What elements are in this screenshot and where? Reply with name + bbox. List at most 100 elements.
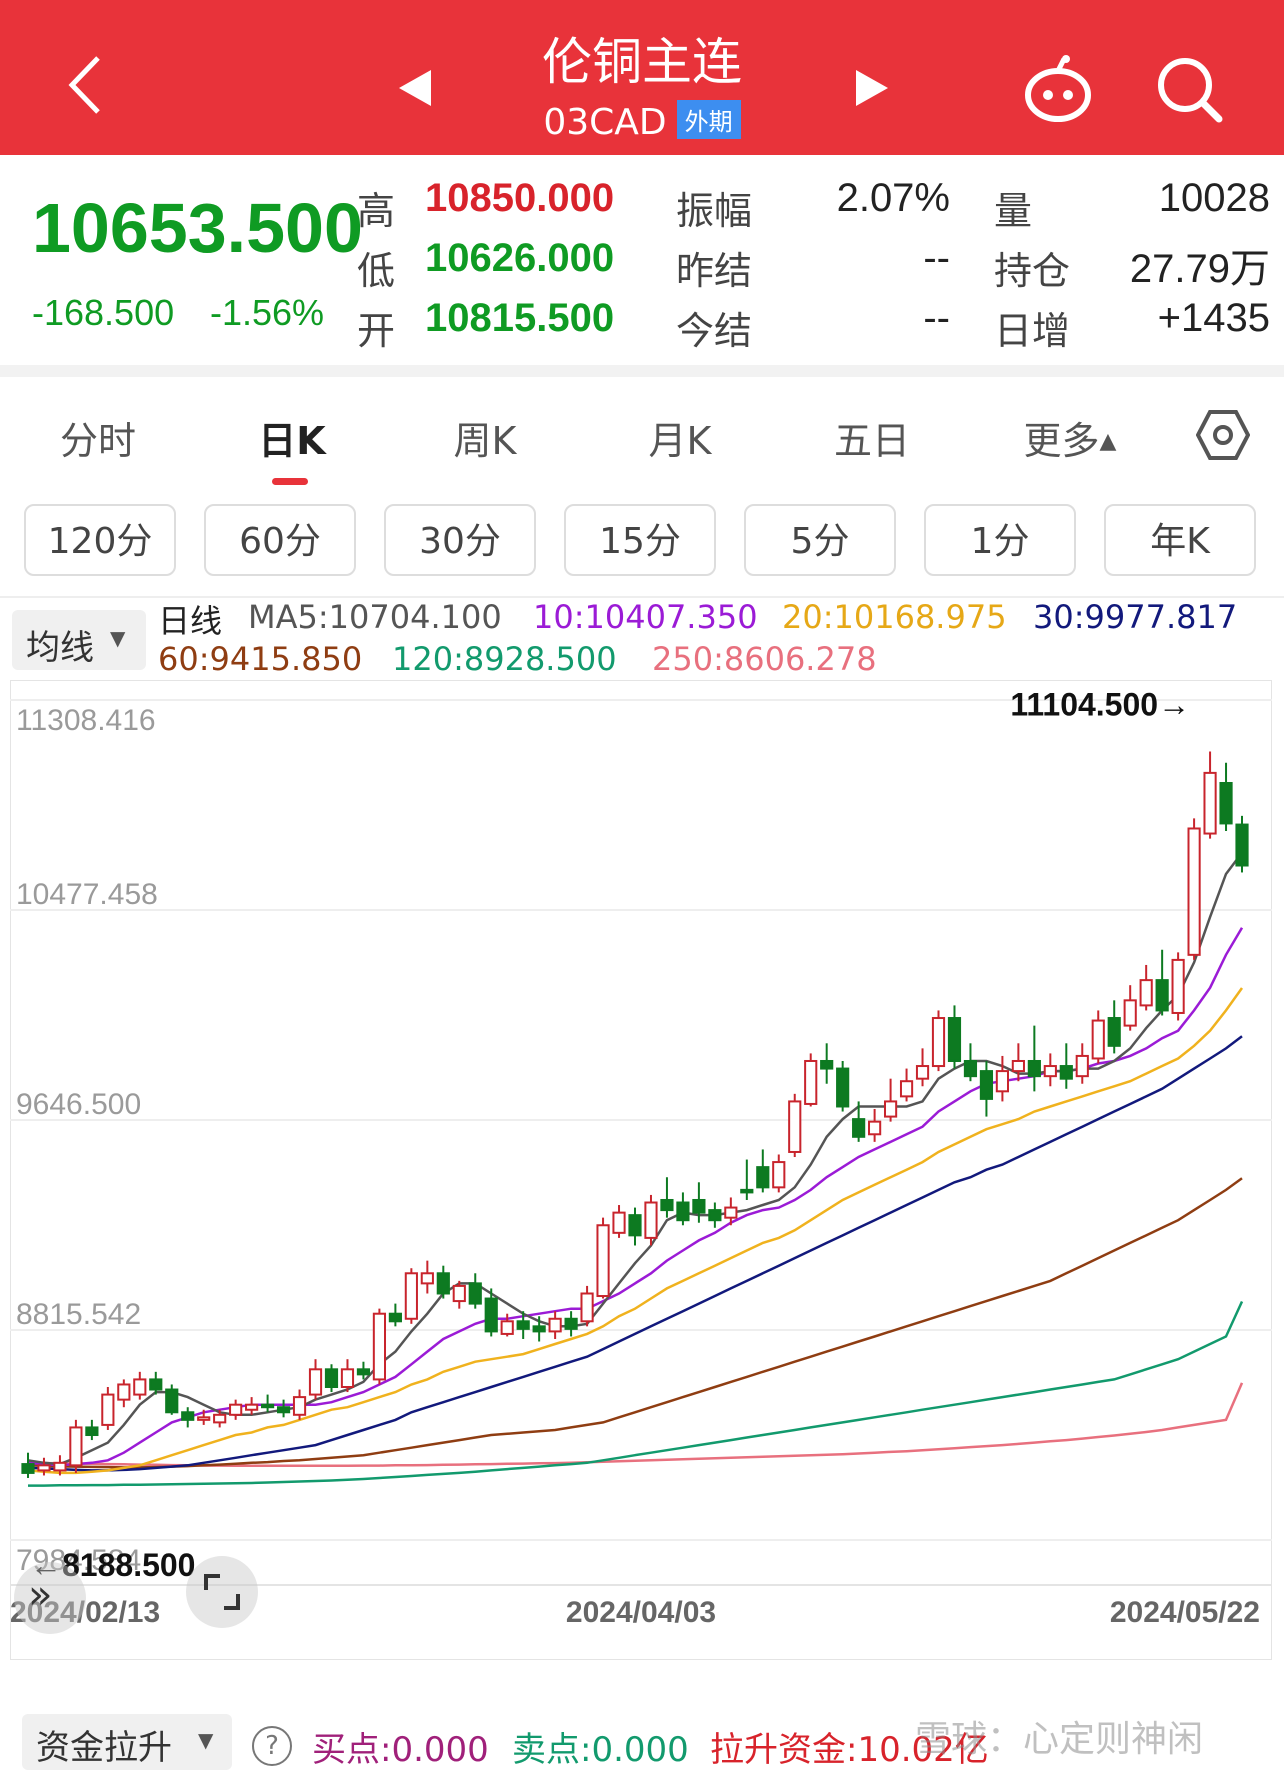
candle-body — [772, 1161, 786, 1189]
candle — [245, 1397, 259, 1415]
candle-body — [836, 1067, 850, 1108]
candle-body — [516, 1320, 530, 1330]
candle-body — [692, 1198, 706, 1214]
candle — [500, 1313, 514, 1337]
candle-body — [324, 1368, 339, 1388]
high-label: 高 — [357, 189, 396, 233]
candle — [117, 1379, 131, 1408]
y-tick-label: 9646.500 — [16, 1088, 141, 1121]
candle-body — [37, 1464, 51, 1472]
candle — [276, 1399, 291, 1418]
candle-body — [1171, 958, 1185, 1014]
ma120-line — [28, 1300, 1244, 1487]
period-5min[interactable]: 5分 — [744, 504, 896, 576]
tab-daily-k[interactable]: 日K — [258, 419, 326, 463]
candle-body — [261, 1403, 275, 1409]
ma10-value: 10:10407.350 — [533, 598, 758, 636]
symbol-code-row: 03CAD 外期 — [0, 100, 1284, 143]
candle-body — [292, 1396, 307, 1416]
candle-body — [1027, 1059, 1041, 1078]
candle — [372, 1308, 387, 1385]
fullscreen-button[interactable] — [186, 1556, 258, 1628]
help-icon[interactable]: ? — [252, 1726, 292, 1766]
candle-body — [85, 1426, 99, 1437]
candle — [1139, 964, 1153, 1011]
candle-body — [724, 1206, 738, 1219]
ma20-line — [27, 987, 1244, 1475]
candle-body — [852, 1118, 866, 1138]
low-value: 10626.000 — [425, 236, 615, 280]
candle — [292, 1389, 307, 1420]
tab-monthly-k[interactable]: 月K — [648, 419, 712, 463]
period-60min[interactable]: 60分 — [204, 504, 356, 576]
ma250-value: 250:8606.278 — [652, 640, 877, 678]
tab-weekly-k[interactable]: 周K — [453, 419, 517, 463]
kline-chart[interactable]: 11308.416 10477.458 9646.500 8815.542 7984.5… — [10, 680, 1272, 1660]
high-value: 10850.000 — [425, 176, 615, 220]
candle — [21, 1452, 35, 1478]
tab-intraday[interactable]: 分时 — [59, 419, 136, 463]
candle-body — [245, 1403, 259, 1411]
candle-body — [612, 1211, 626, 1234]
candle-body — [420, 1272, 434, 1285]
tab-five-day[interactable]: 五日 — [833, 419, 910, 463]
candle-body — [372, 1312, 387, 1381]
ma30-line — [27, 1035, 1243, 1472]
period-year-k[interactable]: 年K — [1104, 504, 1256, 576]
ma-line-type: 日线 — [158, 602, 223, 640]
ma-selector[interactable]: 均线 ▼ — [12, 610, 146, 670]
symbol-code: 03CAD — [543, 102, 667, 143]
candle — [165, 1384, 179, 1415]
candle — [149, 1371, 163, 1395]
candle-body — [117, 1383, 131, 1401]
candle-body — [484, 1297, 498, 1333]
daily-increase-value: +1435 — [1157, 296, 1270, 340]
search-icon[interactable] — [1155, 55, 1225, 129]
candle-body — [963, 1059, 978, 1078]
candle-body — [340, 1368, 355, 1388]
candle-body — [452, 1284, 466, 1303]
candle — [1091, 1010, 1105, 1064]
candle-body — [676, 1201, 690, 1222]
candle — [612, 1205, 626, 1238]
candle — [628, 1207, 642, 1246]
candle — [788, 1093, 802, 1158]
settings-hexagon-icon[interactable] — [1195, 408, 1251, 466]
y-tick-label: 8815.542 — [16, 1298, 141, 1331]
candle-body — [197, 1416, 211, 1421]
min-price-label: ←8188.500 — [30, 1547, 195, 1583]
period-30min[interactable]: 30分 — [384, 504, 536, 576]
candle-body — [1107, 1017, 1121, 1047]
candle — [644, 1194, 658, 1246]
candle-body — [947, 1017, 962, 1062]
candle-body — [804, 1059, 818, 1105]
candle — [947, 1005, 962, 1069]
candle-body — [308, 1368, 323, 1396]
candle — [963, 1043, 978, 1082]
back-icon[interactable] — [60, 50, 110, 120]
candle-body — [165, 1388, 179, 1414]
period-15min[interactable]: 15分 — [564, 504, 716, 576]
candle-body — [468, 1282, 482, 1305]
indicator-selector[interactable]: 资金拉升 ▼ — [22, 1714, 232, 1770]
section-divider — [0, 596, 1284, 598]
fund-value: 拉升资金:10.02亿 — [710, 1730, 989, 1770]
help-icon-glyph: ? — [265, 1731, 279, 1761]
period-120min[interactable]: 120分 — [24, 504, 176, 576]
tab-more[interactable]: 更多▲ — [1000, 410, 1140, 465]
period-1min[interactable]: 1分 — [924, 504, 1076, 576]
open-interest-value: 27.79万 — [1129, 247, 1270, 291]
next-arrow-icon[interactable] — [852, 68, 892, 112]
ma250-line — [27, 1382, 1244, 1468]
chevron-down-icon: ▼ — [110, 626, 126, 650]
expand-left-button[interactable]: » — [14, 1562, 86, 1634]
candle-body — [644, 1201, 658, 1239]
price-change-pct: -1.56% — [210, 292, 325, 333]
candle-body — [1235, 823, 1249, 867]
snowball-icon[interactable] — [1022, 55, 1094, 129]
prev-arrow-icon[interactable] — [395, 68, 435, 112]
amplitude-label: 振幅 — [676, 189, 753, 233]
candle-body — [404, 1272, 418, 1320]
candle-body — [69, 1426, 83, 1467]
candle-body — [580, 1292, 594, 1323]
